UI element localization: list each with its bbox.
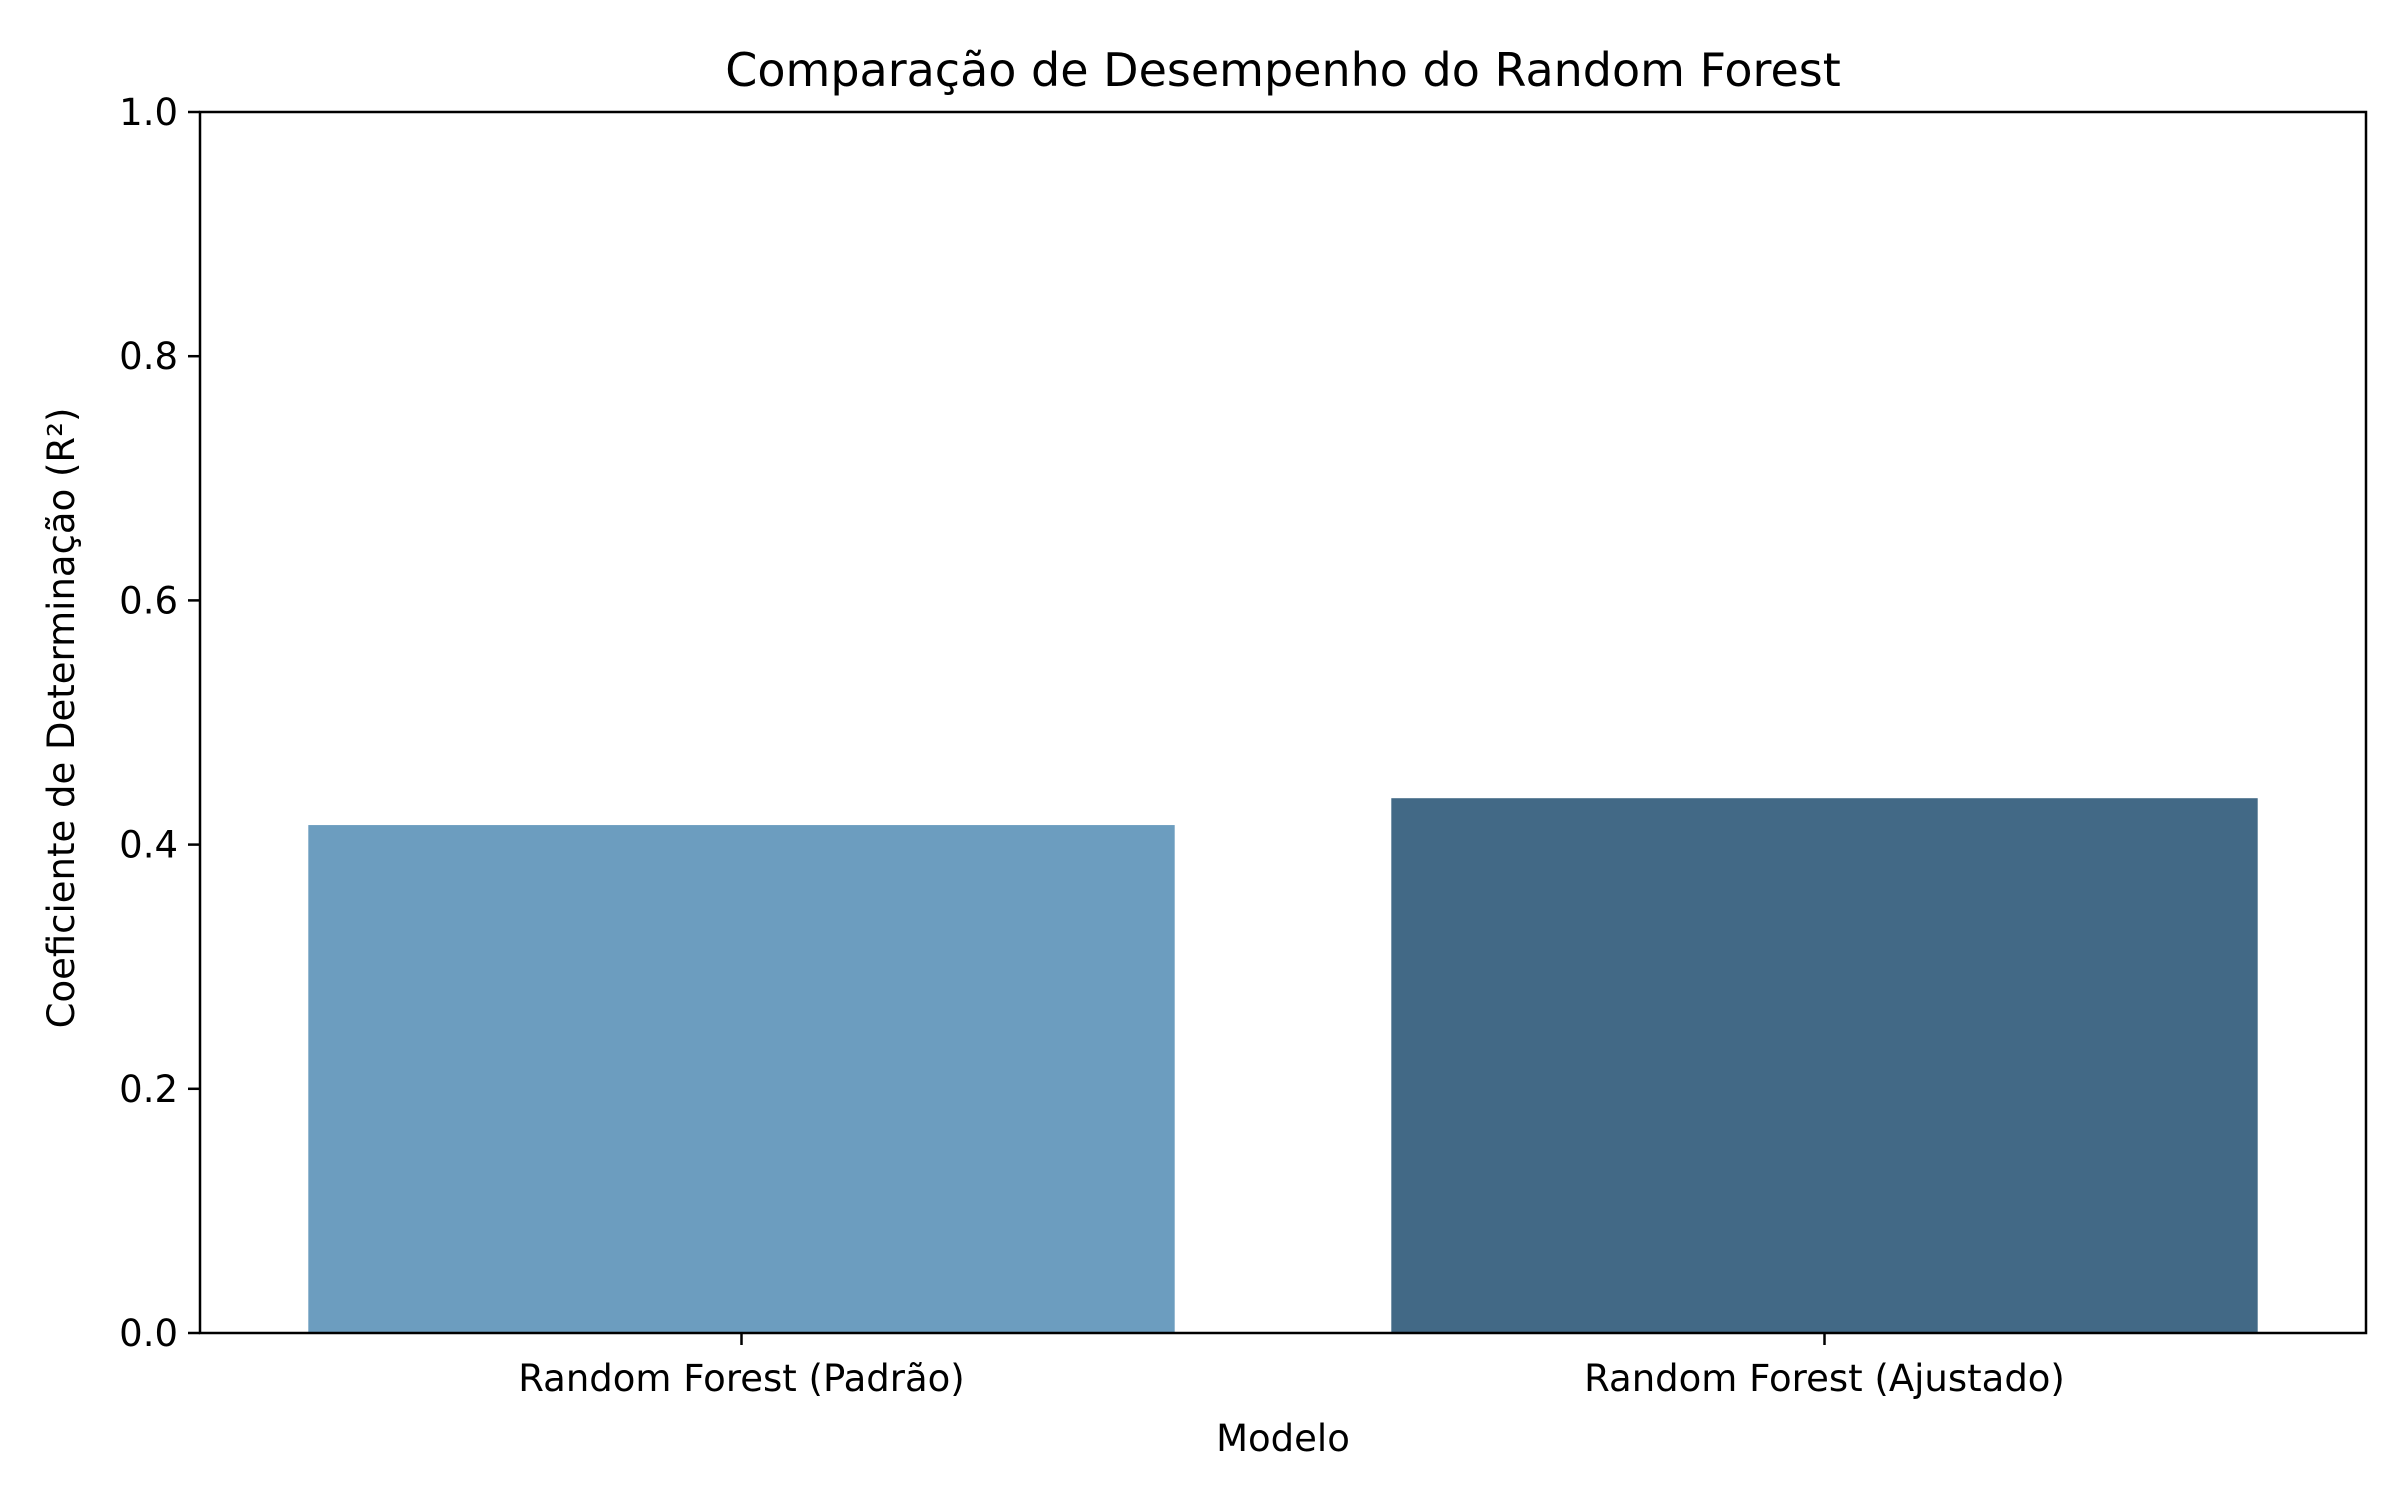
x-axis: Random Forest (Padrão) Random Forest (Aju… [518,1333,2065,1400]
y-axis-title: Coeficiente de Determinação (R²) [40,408,83,1029]
bar-0 [308,825,1175,1333]
x-axis-title: Modelo [1216,1417,1350,1460]
y-tick-label-0: 0.0 [119,1312,178,1355]
bar-1 [1391,798,2258,1333]
chart-title: Comparação de Desempenho do Random Fores… [725,43,1841,97]
x-tick-label-1: Random Forest (Ajustado) [1584,1357,2065,1400]
y-tick-label-5: 1.0 [119,91,178,134]
x-tick-label-0: Random Forest (Padrão) [518,1357,964,1400]
plot-frame [198,110,2368,1335]
y-axis: 0.0 0.2 0.4 0.6 0.8 1.0 [119,91,200,1355]
y-tick-label-1: 0.2 [119,1068,178,1111]
y-tick-label-4: 0.8 [119,335,178,378]
y-tick-label-2: 0.4 [119,824,178,867]
bars-group [308,798,2258,1333]
y-tick-label-3: 0.6 [119,579,178,622]
